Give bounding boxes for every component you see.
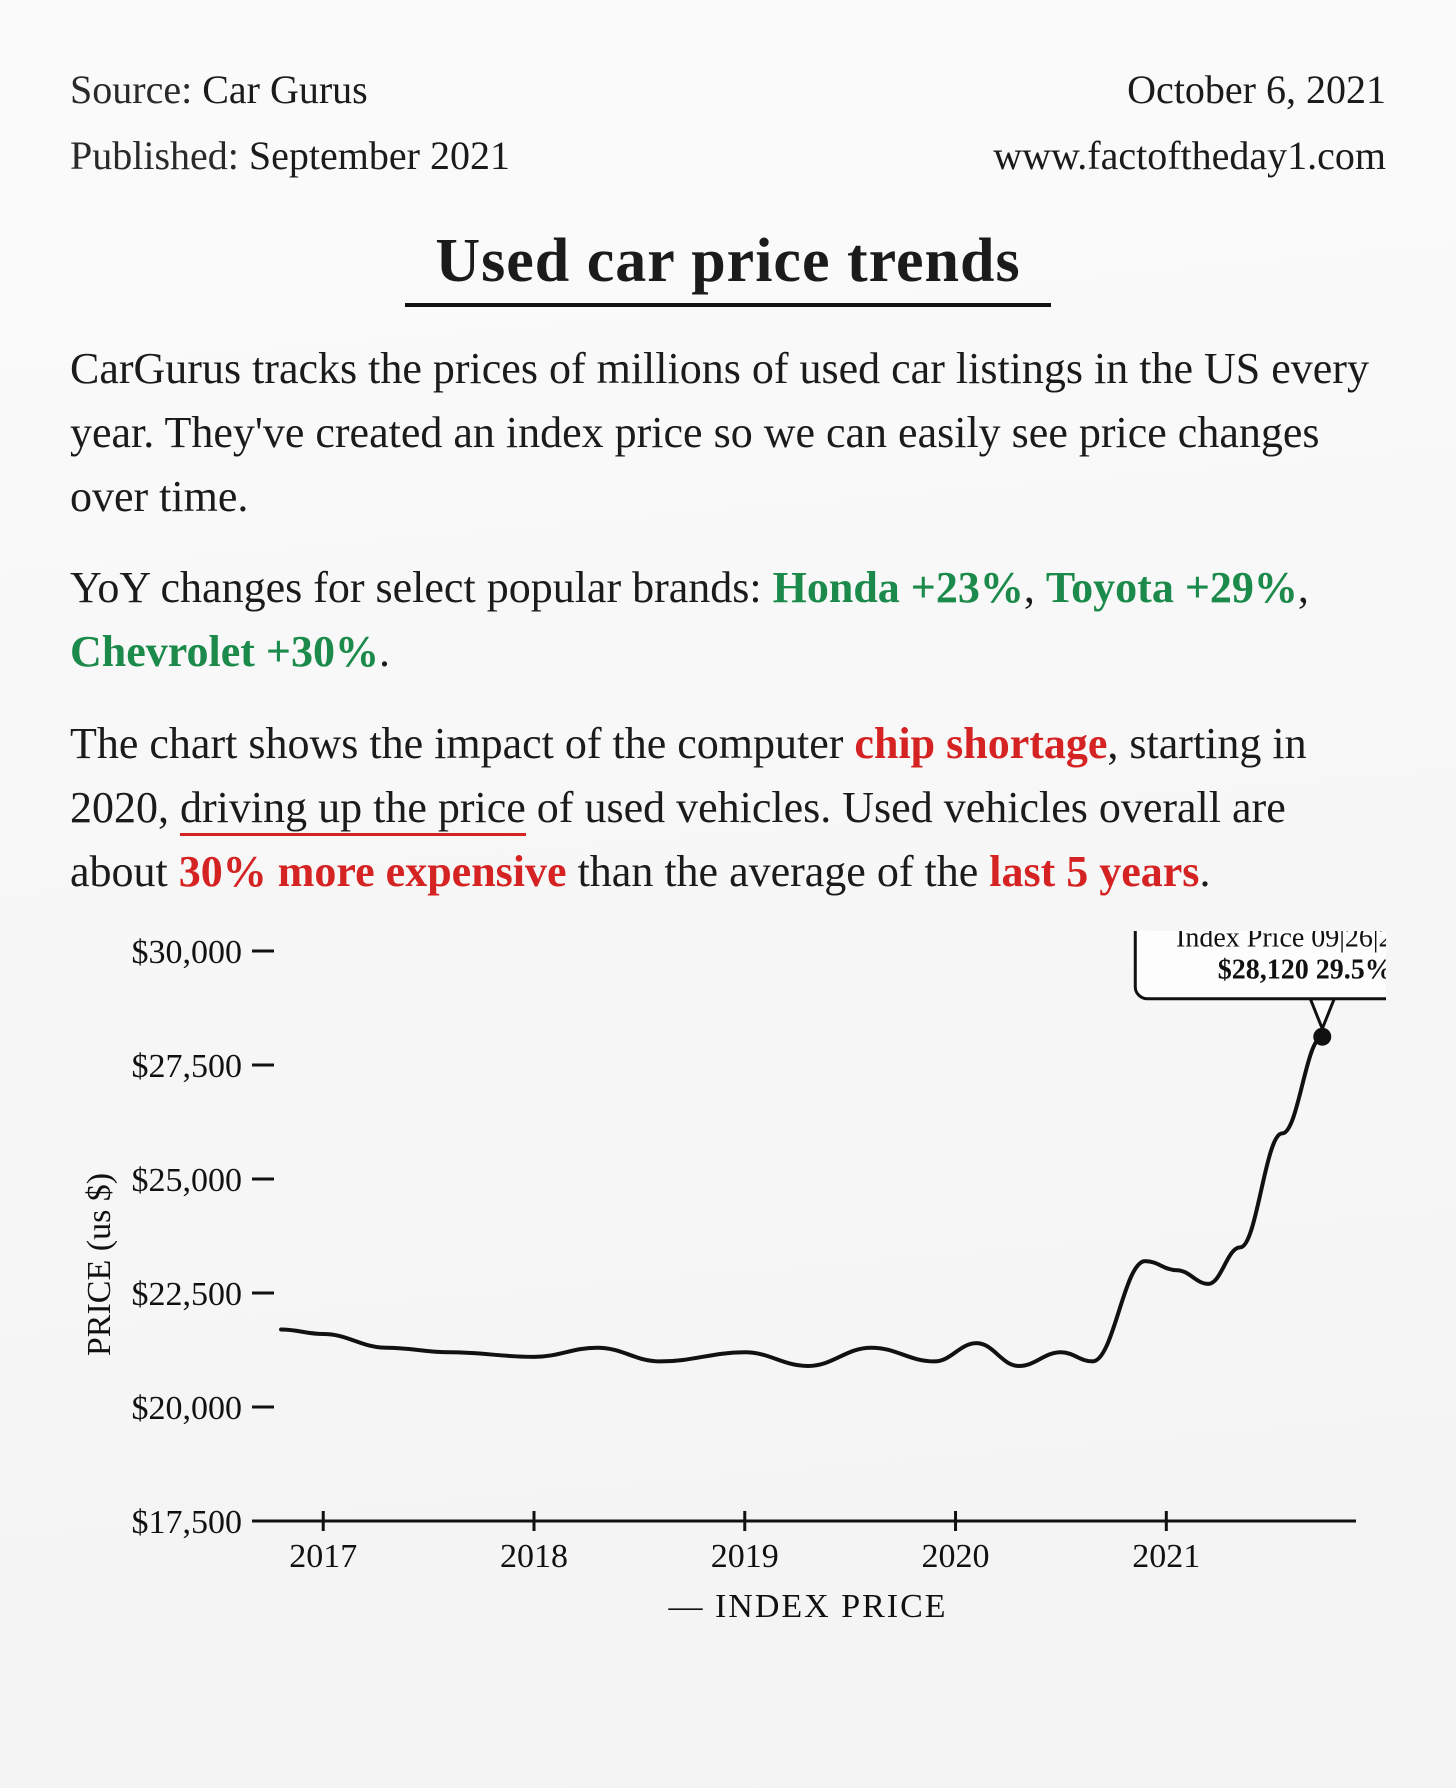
sep: , xyxy=(1024,563,1046,612)
driving-up: driving up the price xyxy=(180,783,526,836)
chip-shortage: chip shortage xyxy=(854,719,1107,768)
chevy-change: Chevrolet +30% xyxy=(70,627,379,676)
impact-d: than the average of the xyxy=(567,847,990,896)
honda-change: Honda +23% xyxy=(773,563,1024,612)
body-text: CarGurus tracks the prices of millions o… xyxy=(70,337,1386,903)
svg-text:PRICE (us $): PRICE (us $) xyxy=(81,1173,118,1356)
svg-text:$30,000: $30,000 xyxy=(132,934,243,971)
svg-text:$22,500: $22,500 xyxy=(132,1276,243,1313)
header-block: Source: Car Gurus Published: September 2… xyxy=(70,60,1386,186)
svg-text:2020: 2020 xyxy=(922,1538,990,1575)
svg-text:— INDEX PRICE: — INDEX PRICE xyxy=(667,1588,947,1625)
thirty-percent: 30% more expensive xyxy=(179,847,567,896)
svg-text:Index Price 09|26|2021: Index Price 09|26|2021 xyxy=(1176,931,1386,954)
sep: , xyxy=(1298,563,1309,612)
svg-text:$25,000: $25,000 xyxy=(132,1162,243,1199)
page-title: Used car price trends xyxy=(405,226,1050,307)
svg-text:$17,500: $17,500 xyxy=(132,1504,243,1541)
paragraph-yoy: YoY changes for select popular brands: H… xyxy=(70,556,1386,684)
svg-text:$27,500: $27,500 xyxy=(132,1048,243,1085)
impact-a: The chart shows the impact of the comput… xyxy=(70,719,854,768)
source-value: Car Gurus xyxy=(202,67,368,112)
svg-text:2019: 2019 xyxy=(711,1538,779,1575)
paragraph-intro: CarGurus tracks the prices of millions o… xyxy=(70,337,1386,528)
page-website: www.factoftheday1.com xyxy=(993,126,1386,186)
svg-text:$28,120 29.5%: $28,120 29.5% xyxy=(1218,955,1386,986)
svg-text:2018: 2018 xyxy=(500,1538,568,1575)
impact-e: . xyxy=(1199,847,1210,896)
last-5-years: last 5 years xyxy=(989,847,1199,896)
svg-text:2017: 2017 xyxy=(289,1538,357,1575)
svg-text:$20,000: $20,000 xyxy=(132,1390,243,1427)
published-value: September 2021 xyxy=(249,133,510,178)
source-label: Source: xyxy=(70,67,192,112)
paragraph-impact: The chart shows the impact of the comput… xyxy=(70,712,1386,903)
yoy-prefix: YoY changes for select popular brands: xyxy=(70,563,773,612)
sep: . xyxy=(379,627,390,676)
svg-text:2021: 2021 xyxy=(1132,1538,1200,1575)
toyota-change: Toyota +29% xyxy=(1046,563,1298,612)
price-chart-svg: $17,500 $20,000 $22,500 $25,000 $27,500 $30,0… xyxy=(70,931,1386,1631)
published-label: Published: xyxy=(70,133,239,178)
page-date: October 6, 2021 xyxy=(993,60,1386,120)
price-chart: $17,500 $20,000 $22,500 $25,000 $27,500 $30,0… xyxy=(70,931,1386,1631)
